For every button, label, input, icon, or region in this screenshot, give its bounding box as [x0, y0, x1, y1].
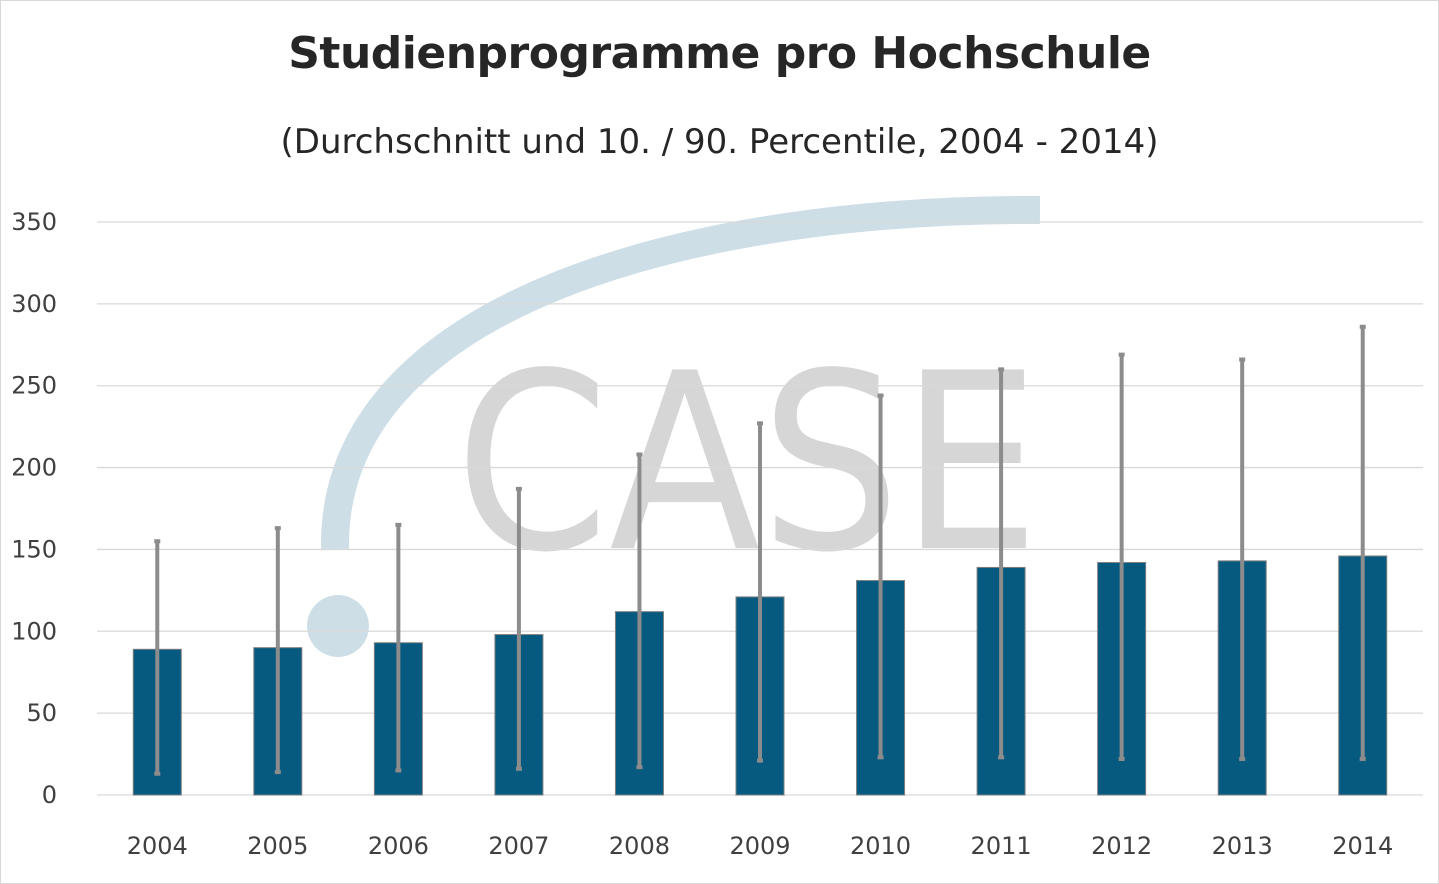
error-cap-low [515, 766, 522, 771]
error-cap-high [515, 486, 522, 491]
y-tick-label: 350 [11, 208, 57, 236]
error-cap-high [395, 522, 402, 527]
y-tick-label: 200 [11, 454, 57, 482]
x-tick-label: 2007 [488, 832, 549, 860]
error-cap-low [154, 771, 161, 776]
error-cap-high [1118, 352, 1125, 357]
x-tick-label: 2014 [1332, 832, 1393, 860]
x-tick-label: 2010 [850, 832, 911, 860]
x-tick-label: 2008 [609, 832, 670, 860]
error-cap-high [154, 539, 161, 544]
y-tick-label: 50 [26, 699, 57, 727]
error-cap-high [757, 421, 763, 426]
error-cap-low [1239, 756, 1246, 761]
x-tick-label: 2005 [247, 832, 308, 860]
x-tick-label: 2011 [971, 832, 1032, 860]
error-cap-low [1359, 756, 1366, 761]
svg-text:CASE: CASE [455, 321, 1040, 606]
y-tick-label: 250 [11, 372, 57, 400]
y-tick-label: 150 [11, 535, 57, 563]
chart-subtitle: (Durchschnitt und 10. / 90. Percentile, … [280, 122, 1159, 162]
x-tick-label: 2009 [729, 832, 790, 860]
error-cap-low [757, 758, 763, 763]
x-tick-label: 2012 [1091, 832, 1152, 860]
error-cap-low [395, 768, 402, 773]
y-tick-label: 0 [42, 781, 57, 809]
error-cap-low [1118, 756, 1125, 761]
error-cap-high [636, 452, 643, 457]
case-watermark: CASE [307, 195, 1041, 657]
error-cap-high [1359, 324, 1366, 329]
error-cap-high [1239, 357, 1246, 362]
error-cap-low [998, 755, 1005, 760]
y-tick-label: 300 [11, 290, 57, 318]
x-tick-label: 2004 [127, 832, 188, 860]
chart-title: Studienprogramme pro Hochschule [288, 28, 1151, 79]
error-cap-high [998, 367, 1005, 372]
y-tick-label: 100 [11, 617, 57, 645]
error-cap-low [877, 755, 884, 760]
error-cap-low [274, 770, 281, 775]
x-tick-label: 2006 [368, 832, 429, 860]
error-cap-low [636, 765, 643, 770]
error-cap-high [274, 526, 281, 531]
error-cap-high [877, 393, 884, 398]
x-tick-label: 2013 [1212, 832, 1273, 860]
